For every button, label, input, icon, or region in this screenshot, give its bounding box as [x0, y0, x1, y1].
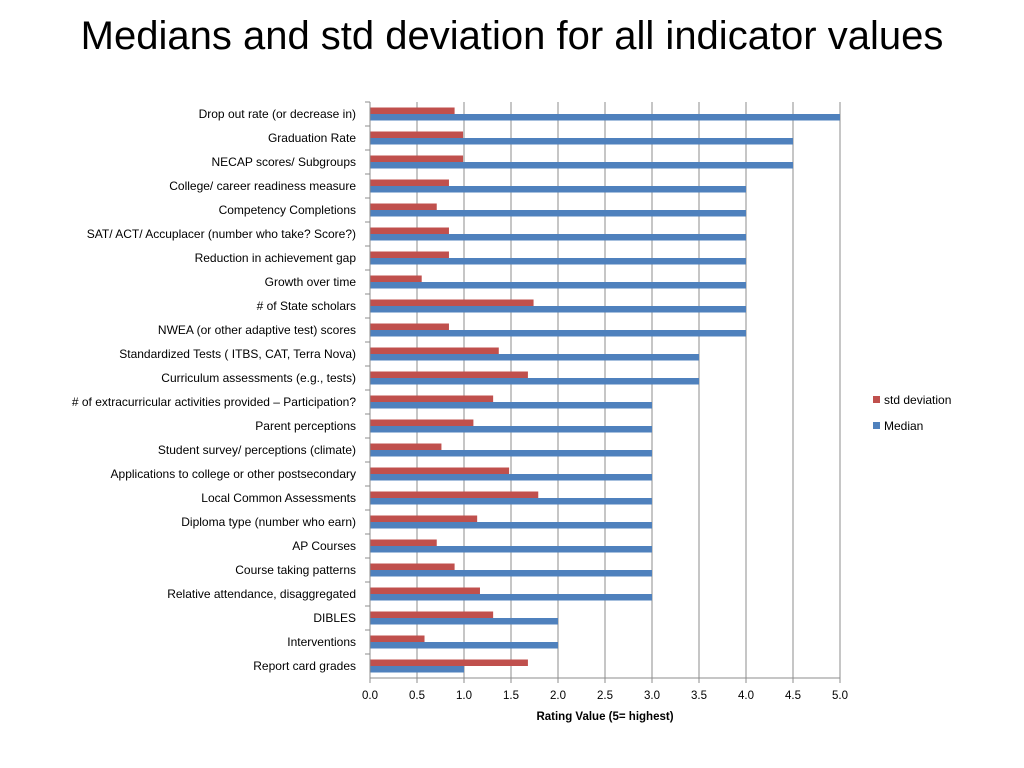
bar-std-deviation	[370, 587, 480, 594]
category-label: # of extracurricular activities provided…	[72, 395, 356, 409]
category-label: Student survey/ perceptions (climate)	[158, 443, 356, 457]
category-label: Standardized Tests ( ITBS, CAT, Terra No…	[119, 347, 356, 361]
bar-std-deviation	[370, 611, 494, 618]
bar-median	[370, 570, 652, 577]
x-tick-label: 4.5	[785, 690, 801, 702]
bar-median	[370, 474, 652, 481]
x-tick-label: 2.0	[550, 690, 566, 702]
legend: std deviation Median	[873, 393, 951, 433]
bar-std-deviation	[370, 467, 510, 474]
category-label: Parent perceptions	[255, 419, 356, 433]
x-tick-labels: 0.0 0.5 1.0 1.5 2.0 2.5 3.0 3.5 4.0 4.5 5.0	[362, 690, 848, 702]
category-label: SAT/ ACT/ Accuplacer (number who take? S…	[87, 227, 356, 241]
bar-median	[370, 618, 558, 625]
bar-median	[370, 594, 652, 601]
bar-std-deviation	[370, 659, 528, 666]
bars	[370, 107, 840, 673]
category-label: Interventions	[287, 635, 356, 649]
x-tick-label: 3.5	[691, 690, 707, 702]
category-label: Curriculum assessments (e.g., tests)	[161, 371, 356, 385]
bar-std-deviation	[370, 299, 534, 306]
legend-label: Median	[884, 419, 923, 433]
legend-label: std deviation	[884, 393, 951, 407]
x-tick-label: 4.0	[738, 690, 754, 702]
bar-std-deviation	[370, 395, 494, 402]
bar-median	[370, 522, 652, 529]
bar-std-deviation	[370, 347, 499, 354]
bar-std-deviation	[370, 275, 422, 282]
bar-std-deviation	[370, 635, 425, 642]
x-tick-label: 2.5	[597, 690, 613, 702]
bar-std-deviation	[370, 491, 539, 498]
bar-median	[370, 306, 746, 313]
category-labels: Drop out rate (or decrease in) Graduation…	[72, 107, 356, 673]
bar-std-deviation	[370, 443, 442, 450]
bar-std-deviation	[370, 563, 455, 570]
bar-std-deviation	[370, 323, 449, 330]
x-tick-label: 5.0	[832, 690, 848, 702]
category-label: Local Common Assessments	[201, 491, 356, 505]
bar-std-deviation	[370, 227, 449, 234]
bar-median	[370, 450, 652, 457]
x-tick-label: 1.0	[456, 690, 472, 702]
bar-median	[370, 186, 746, 193]
category-label: Course taking patterns	[235, 563, 356, 577]
bar-median	[370, 402, 652, 409]
bar-median	[370, 114, 840, 121]
category-label: NECAP scores/ Subgroups	[211, 155, 356, 169]
category-label: Graduation Rate	[268, 131, 356, 145]
bar-std-deviation	[370, 155, 464, 162]
category-label: Competency Completions	[219, 203, 356, 217]
category-label: NWEA (or other adaptive test) scores	[158, 323, 356, 337]
bar-std-deviation	[370, 107, 455, 114]
category-label: Report card grades	[253, 659, 356, 673]
bar-median	[370, 354, 699, 361]
bar-median	[370, 210, 746, 217]
legend-swatch	[873, 422, 880, 429]
x-axis-title: Rating Value (5= highest)	[536, 711, 673, 723]
bar-median	[370, 546, 652, 553]
bar-std-deviation	[370, 419, 474, 426]
category-label: Reduction in achievement gap	[195, 251, 357, 265]
category-label: College/ career readiness measure	[169, 179, 356, 193]
bar-std-deviation	[370, 371, 528, 378]
x-tick-label: 0.5	[409, 690, 425, 702]
bar-std-deviation	[370, 179, 449, 186]
category-label: Growth over time	[265, 275, 357, 289]
bar-median	[370, 282, 746, 289]
bar-median	[370, 234, 746, 241]
category-label: DIBLES	[313, 611, 356, 625]
bar-std-deviation	[370, 515, 478, 522]
bar-std-deviation	[370, 251, 449, 258]
x-tick-label: 3.0	[644, 690, 660, 702]
gridlines	[416, 102, 841, 678]
category-label: Drop out rate (or decrease in)	[199, 107, 356, 121]
bar-median	[370, 642, 558, 649]
category-label: AP Courses	[292, 539, 356, 553]
x-tick-label: 1.5	[503, 690, 519, 702]
bar-median	[370, 258, 746, 265]
legend-swatch	[873, 396, 880, 403]
bar-median	[370, 378, 699, 385]
bar-median	[370, 138, 793, 145]
page-title: Medians and std deviation for all indica…	[80, 14, 944, 58]
category-label: Relative attendance, disaggregated	[167, 587, 356, 601]
bar-median	[370, 330, 746, 337]
bar-median	[370, 426, 652, 433]
axes	[365, 101, 841, 683]
bar-median	[370, 666, 464, 673]
category-label: Diploma type (number who earn)	[181, 515, 356, 529]
category-label: Applications to college or other postsec…	[111, 467, 356, 481]
x-tick-label: 0.0	[362, 690, 378, 702]
bar-std-deviation	[370, 131, 464, 138]
bar-median	[370, 498, 652, 505]
category-label: # of State scholars	[257, 299, 356, 313]
bar-median	[370, 162, 793, 169]
bar-std-deviation	[370, 203, 437, 210]
bar-std-deviation	[370, 539, 437, 546]
